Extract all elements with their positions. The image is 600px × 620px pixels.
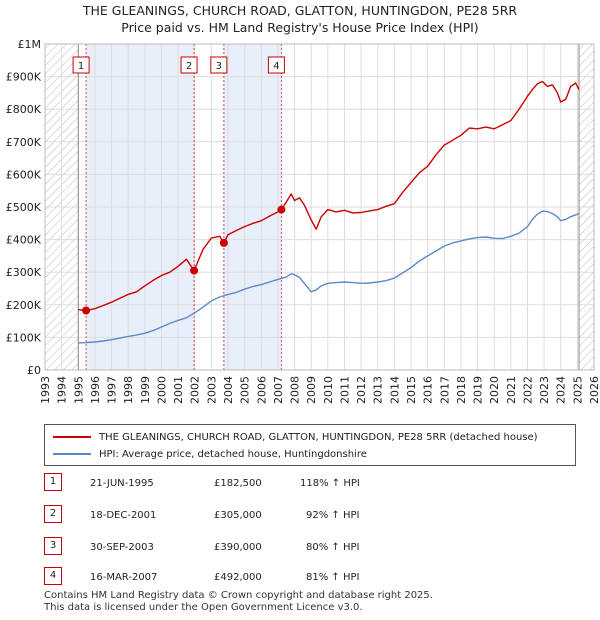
legend-swatch-property: [53, 436, 91, 438]
footer-line-2: This data is licensed under the Open Gov…: [44, 602, 363, 613]
sale-point: [219, 238, 228, 247]
property-price-line: [78, 80, 580, 312]
x-tick-label: 1993: [39, 376, 52, 404]
transaction-hpi: 92% ↑ HPI: [306, 510, 360, 521]
y-tick-label: £300K: [6, 266, 42, 279]
transaction-price: £390,000: [214, 542, 262, 553]
x-tick-label: 2011: [338, 376, 351, 404]
x-tick-label: 1997: [106, 376, 119, 404]
sale-point: [277, 205, 286, 214]
sale-number-box: [180, 56, 198, 74]
transaction-hpi: 118% ↑ HPI: [300, 478, 360, 489]
legend-label-property: THE GLEANINGS, CHURCH ROAD, GLATTON, HUN…: [99, 431, 538, 443]
sale-number-box: [72, 56, 90, 74]
transaction-date: 16-MAR-2007: [90, 572, 158, 583]
y-tick-label: £100K: [6, 331, 42, 344]
x-tick-label: 1998: [122, 376, 135, 404]
x-tick-label: 2007: [272, 376, 285, 404]
x-tick-label: 2004: [222, 376, 235, 404]
x-tick-label: 2003: [205, 376, 218, 404]
x-tick-label: 2013: [372, 376, 385, 404]
footer: Contains HM Land Registry data © Crown c…: [44, 590, 433, 614]
y-tick-label: £1M: [18, 38, 42, 51]
x-tick-label: 2014: [388, 376, 401, 404]
x-tick-label: 2017: [438, 376, 451, 404]
transaction-date: 30-SEP-2003: [90, 542, 154, 553]
transaction-badge: 3: [44, 537, 62, 555]
x-tick-label: 2009: [305, 376, 318, 404]
transaction-row: 2 18-DEC-2001 £305,000 92% ↑ HPI: [0, 505, 600, 529]
legend-item-property: THE GLEANINGS, CHURCH ROAD, GLATTON, HUN…: [53, 430, 538, 444]
y-tick-label: £500K: [6, 201, 42, 214]
price-chart: £0 £100K £200K £300K £400K £500K £600K £700K £80…: [6, 38, 600, 404]
chart-title: THE GLEANINGS, CHURCH ROAD, GLATTON, HUN…: [0, 2, 600, 36]
legend: THE GLEANINGS, CHURCH ROAD, GLATTON, HUN…: [44, 424, 576, 466]
legend-swatch-hpi: [53, 453, 91, 455]
y-tick-label: £400K: [6, 234, 42, 247]
y-tick-label: £700K: [6, 136, 42, 149]
sale-number-label: 3: [216, 61, 222, 72]
x-tick-label: 2010: [322, 376, 335, 404]
legend-label-hpi: HPI: Average price, detached house, Hunt…: [99, 448, 367, 460]
x-tick-label: 1995: [72, 376, 85, 404]
transaction-price: £305,000: [214, 510, 262, 521]
transaction-hpi: 80% ↑ HPI: [306, 542, 360, 553]
transaction-row: 3 30-SEP-2003 £390,000 80% ↑ HPI: [0, 537, 600, 561]
sale-number-box: [210, 56, 228, 74]
sale-number-label: 4: [273, 61, 279, 72]
sale-number-label: 2: [186, 61, 192, 72]
x-tick-label: 2015: [405, 376, 418, 404]
sale-point: [82, 306, 91, 315]
x-tick-label: 2018: [455, 376, 468, 404]
x-tick-label: 2005: [239, 376, 252, 404]
x-tick-label: 1994: [56, 376, 69, 404]
x-tick-label: 2026: [588, 376, 600, 404]
footer-line-1: Contains HM Land Registry data © Crown c…: [44, 590, 433, 601]
title-line-2: Price paid vs. HM Land Registry's House …: [121, 20, 479, 35]
x-tick-label: 2023: [538, 376, 551, 404]
transaction-row: 1 21-JUN-1995 £182,500 118% ↑ HPI: [0, 473, 600, 497]
x-tick-label: 2001: [172, 376, 185, 404]
plot-frame: [44, 43, 595, 371]
transaction-badge: 1: [44, 473, 62, 491]
y-tick-label: £800K: [6, 103, 42, 116]
x-tick-label: 2002: [189, 376, 202, 404]
hpi-line: [78, 210, 580, 344]
x-tick-label: 2020: [488, 376, 501, 404]
x-tick-label: 2024: [555, 376, 568, 404]
x-tick-label: 1996: [89, 376, 102, 404]
y-tick-label: £0: [27, 364, 41, 377]
transaction-date: 21-JUN-1995: [90, 478, 154, 489]
transaction-hpi: 81% ↑ HPI: [306, 572, 360, 583]
y-tick-label: £600K: [6, 168, 42, 181]
y-tick-label: £200K: [6, 299, 42, 312]
sale-point: [190, 266, 199, 275]
x-tick-label: 2025: [571, 376, 584, 404]
y-tick-label: £900K: [6, 71, 42, 84]
x-tick-label: 2006: [255, 376, 268, 404]
x-tick-label: 1999: [139, 376, 152, 404]
transaction-row: 4 16-MAR-2007 £492,000 81% ↑ HPI: [0, 567, 600, 591]
x-tick-label: 2022: [521, 376, 534, 404]
x-tick-label: 2000: [155, 376, 168, 404]
transaction-price: £182,500: [214, 478, 262, 489]
x-tick-label: 2021: [505, 376, 518, 404]
title-line-1: THE GLEANINGS, CHURCH ROAD, GLATTON, HUN…: [82, 3, 518, 18]
legend-item-hpi: HPI: Average price, detached house, Hunt…: [53, 447, 367, 461]
transaction-badge: 4: [44, 567, 62, 585]
x-tick-label: 2019: [472, 376, 485, 404]
transaction-badge: 2: [44, 505, 62, 523]
x-tick-label: 2016: [422, 376, 435, 404]
transaction-date: 18-DEC-2001: [90, 510, 157, 521]
transaction-price: £492,000: [214, 572, 262, 583]
x-tick-label: 2008: [289, 376, 302, 404]
x-tick-label: 2012: [355, 376, 368, 404]
sale-number-box: [267, 56, 285, 74]
sale-number-label: 1: [78, 61, 84, 72]
